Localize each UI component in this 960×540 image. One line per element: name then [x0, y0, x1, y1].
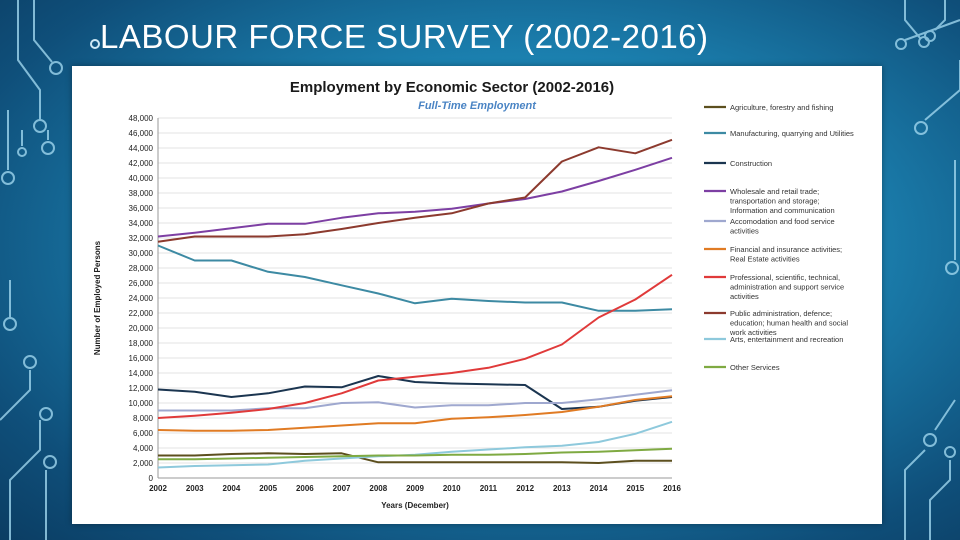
- y-tick-label: 2,000: [133, 459, 154, 468]
- x-tick-label: 2003: [186, 484, 204, 493]
- x-tick-label: 2016: [663, 484, 681, 493]
- y-tick-label: 40,000: [129, 174, 154, 183]
- y-tick-label: 42,000: [129, 159, 154, 168]
- y-tick-label: 48,000: [129, 114, 154, 123]
- y-tick-label: 44,000: [129, 144, 154, 153]
- series-line-3: [157, 375, 673, 410]
- legend-entry: Agriculture, forestry and fishing: [730, 103, 833, 112]
- y-tick-label: 16,000: [129, 354, 154, 363]
- series-line-8: [157, 138, 673, 243]
- y-tick-label: 22,000: [129, 309, 154, 318]
- x-tick-label: 2008: [369, 484, 387, 493]
- y-tick-label: 26,000: [129, 279, 154, 288]
- series-line-4: [157, 156, 673, 238]
- y-tick-label: 12,000: [129, 384, 154, 393]
- y-tick-label: 46,000: [129, 129, 154, 138]
- legend-entry: Wholesale and retail trade; transportatio…: [730, 187, 835, 215]
- legend-entry: Arts, entertainment and recreation: [730, 335, 843, 344]
- y-tick-label: 10,000: [129, 399, 154, 408]
- x-tick-label: 2006: [296, 484, 314, 493]
- x-axis-label: Years (December): [381, 501, 449, 510]
- y-tick-label: 18,000: [129, 339, 154, 348]
- series-line-2: [157, 244, 673, 312]
- y-tick-label: 32,000: [129, 234, 154, 243]
- legend-entry: Construction: [730, 159, 772, 168]
- x-tick-label: 2013: [553, 484, 571, 493]
- x-tick-label: 2009: [406, 484, 424, 493]
- slide-title: LABOUR FORCE SURVEY (2002-2016): [100, 18, 709, 55]
- y-tick-label: 4,000: [133, 444, 154, 453]
- employment-line-chart: Employment by Economic Sector (2002-2016…: [93, 79, 854, 510]
- series-line-10: [158, 447, 673, 461]
- series-line-7: [157, 273, 673, 419]
- legend-entry: Manufacturing, quarrying and Utilities: [730, 129, 854, 138]
- y-tick-label: 14,000: [129, 369, 154, 378]
- y-tick-label: 36,000: [129, 204, 154, 213]
- x-tick-label: 2015: [626, 484, 644, 493]
- x-tick-label: 2007: [333, 484, 351, 493]
- y-tick-label: 30,000: [129, 249, 154, 258]
- x-tick-label: 2014: [590, 484, 608, 493]
- y-tick-label: 20,000: [129, 324, 154, 333]
- series-line-1: [158, 452, 672, 464]
- series-line-6: [157, 395, 673, 432]
- legend-entry: Financial and insurance activities; Real …: [730, 245, 842, 264]
- title-bullet-circle: [90, 39, 100, 49]
- y-tick-label: 24,000: [129, 294, 154, 303]
- x-tick-label: 2002: [149, 484, 167, 493]
- legend-entry: Accomodation and food service activities: [730, 217, 835, 236]
- legend-entry: Other Services: [730, 363, 780, 372]
- series-line-9: [157, 420, 673, 469]
- y-tick-label: 0: [149, 474, 154, 483]
- y-tick-label: 8,000: [133, 414, 154, 423]
- chart-image-frame: Employment by Economic Sector (2002-2016…: [72, 66, 882, 524]
- series-line-5: [158, 389, 673, 412]
- y-tick-label: 28,000: [129, 264, 154, 273]
- x-tick-label: 2010: [443, 484, 461, 493]
- chart-subtitle: Full-Time Employment: [418, 100, 537, 112]
- x-tick-label: 2005: [259, 484, 277, 493]
- x-tick-label: 2011: [480, 484, 498, 493]
- y-tick-label: 38,000: [129, 189, 154, 198]
- x-tick-label: 2012: [516, 484, 534, 493]
- y-tick-label: 6,000: [133, 429, 154, 438]
- legend-entry: Public administration, defence; education…: [729, 309, 848, 337]
- y-axis-label: Number of Employed Persons: [93, 240, 102, 355]
- legend-entry: Professional, scientific, technical, admi…: [730, 273, 844, 301]
- y-tick-label: 34,000: [129, 219, 154, 228]
- x-tick-label: 2004: [223, 484, 241, 493]
- chart-title: Employment by Economic Sector (2002-2016…: [290, 79, 614, 96]
